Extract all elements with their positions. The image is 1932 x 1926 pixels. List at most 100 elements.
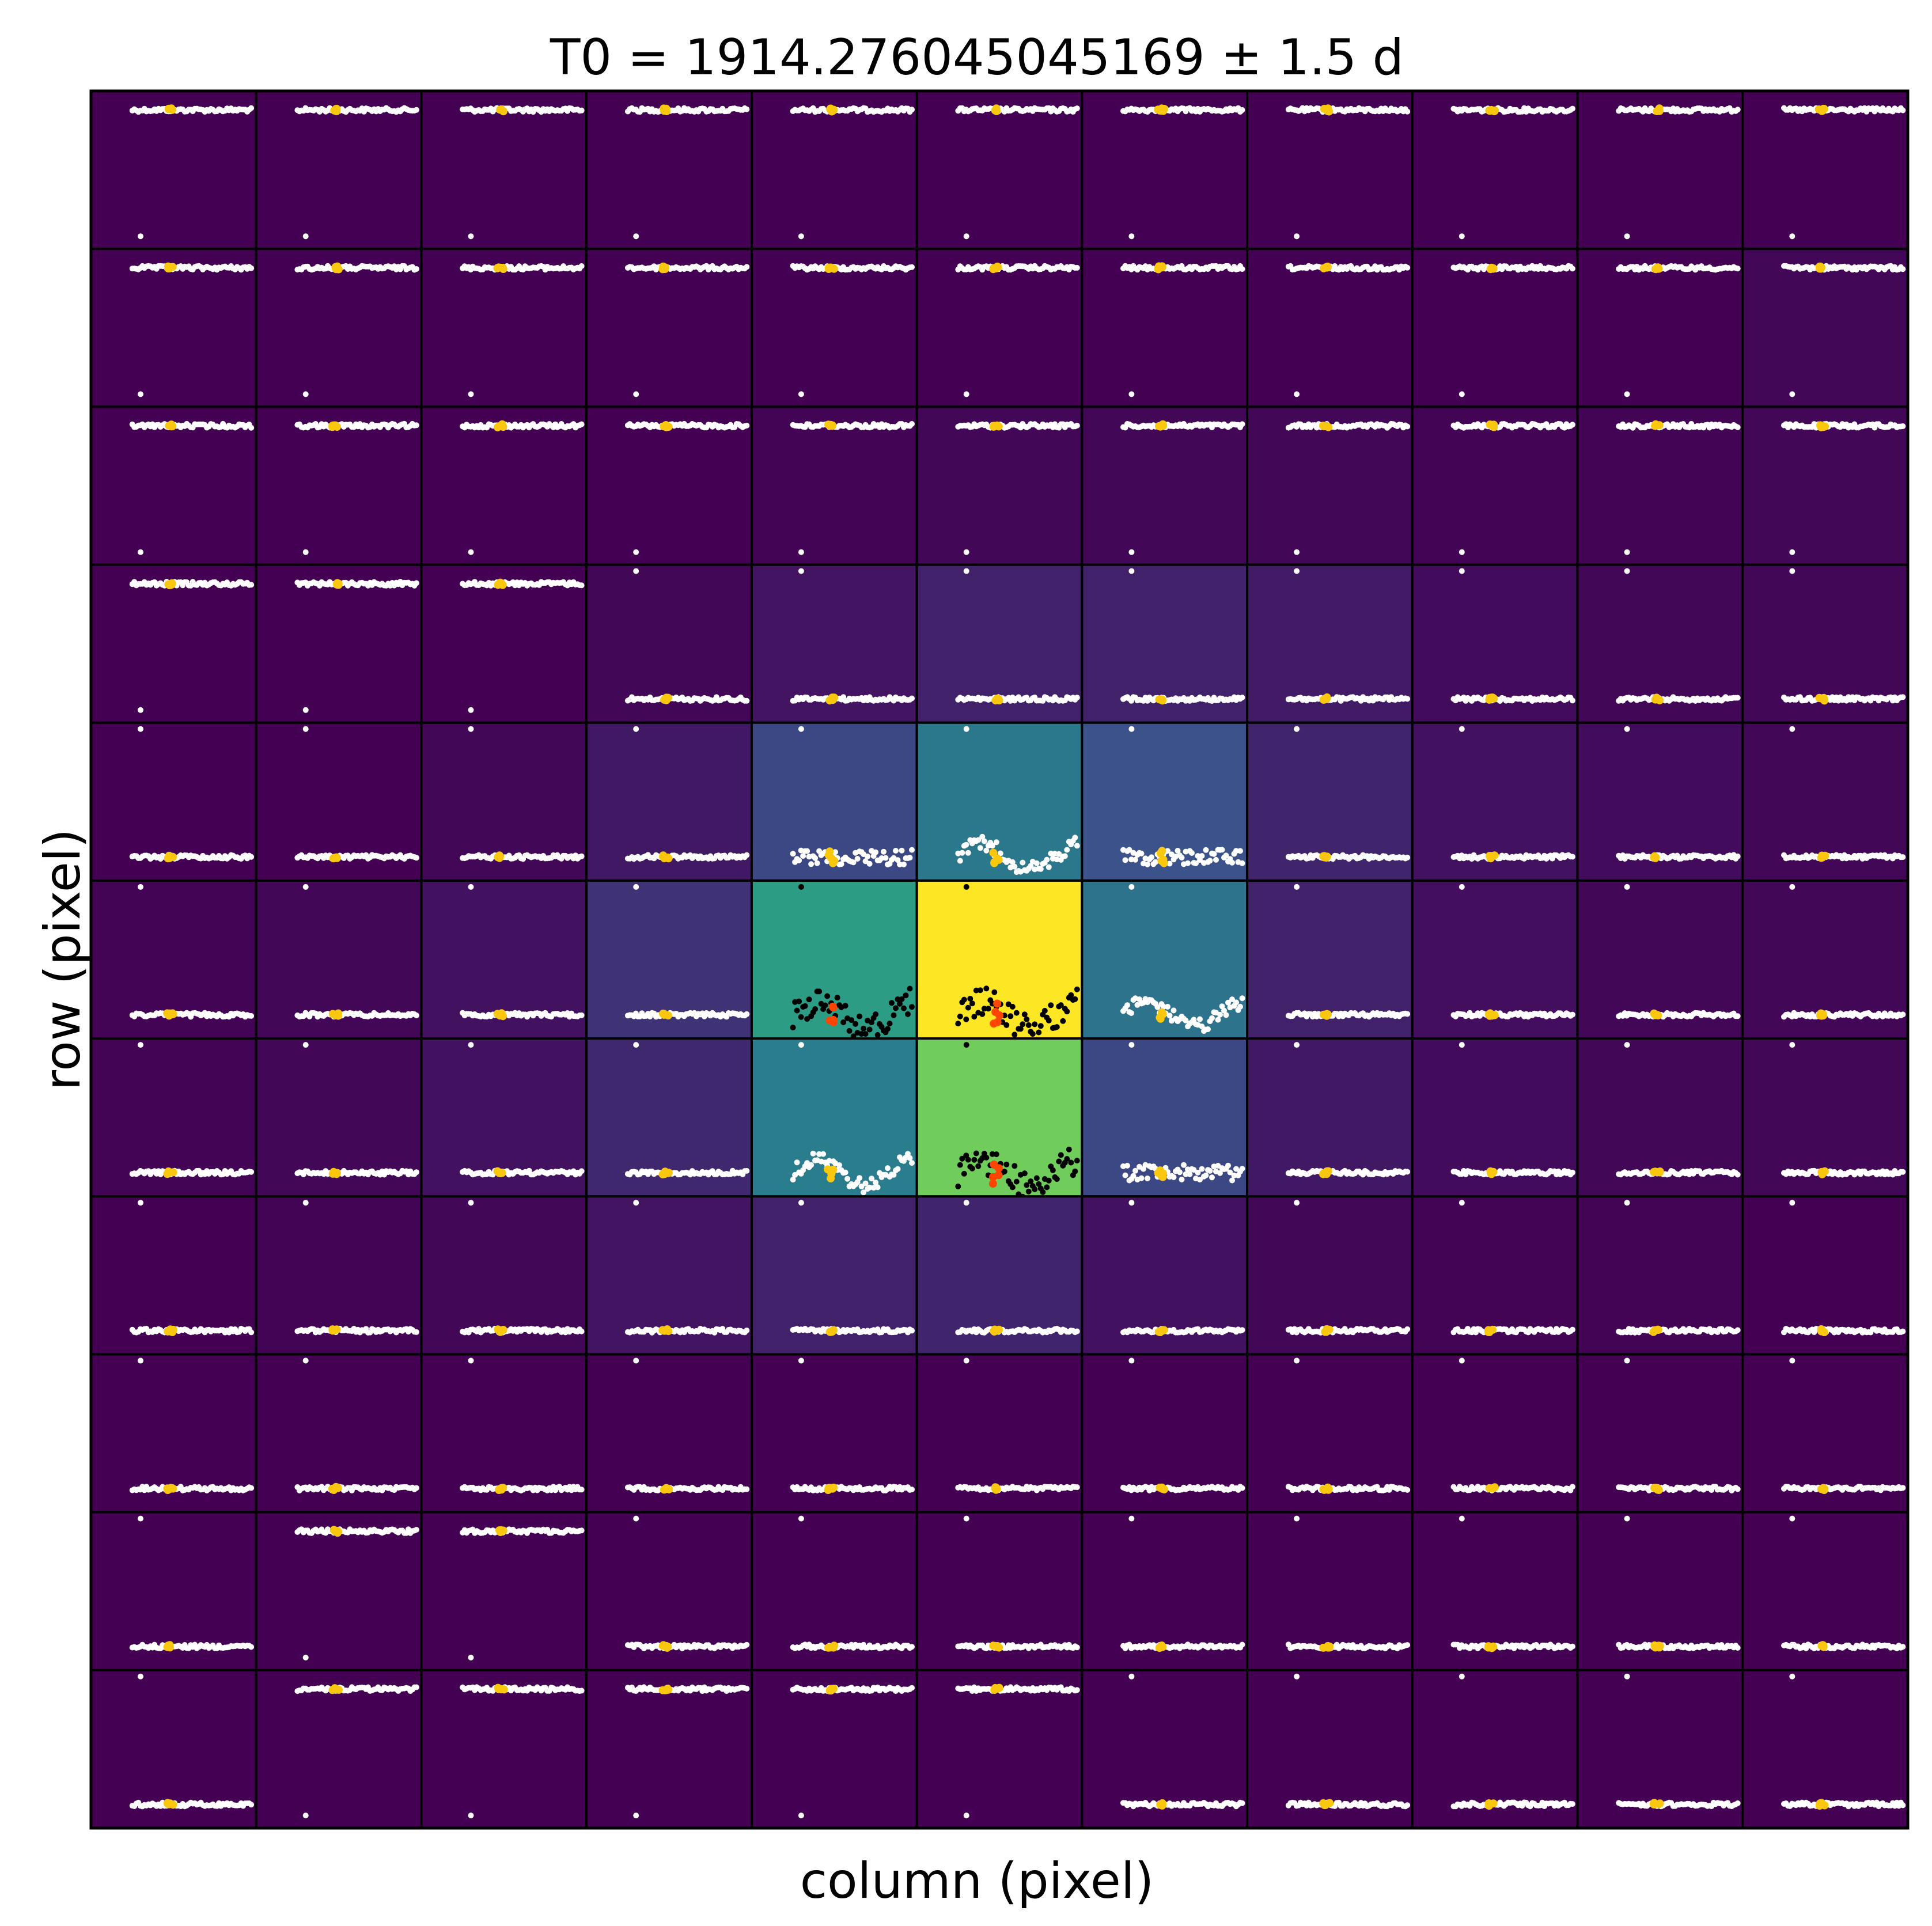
transit-point (1489, 264, 1498, 273)
flux-point (1041, 1007, 1048, 1014)
outlier-point (1624, 726, 1630, 732)
flux-point (802, 1003, 808, 1009)
outlier-point (1294, 549, 1300, 555)
outlier-point (302, 233, 309, 240)
flux-point (957, 1162, 963, 1168)
transit-point (1154, 264, 1162, 272)
flux-point (1074, 264, 1080, 271)
flux-point (975, 1163, 982, 1169)
flux-point (1225, 1162, 1231, 1169)
transit-point (1819, 1010, 1828, 1018)
flux-point (865, 854, 871, 859)
pixel-cell-r2-c7 (1246, 405, 1414, 566)
outlier-point (1294, 726, 1300, 732)
flux-point (1170, 1007, 1177, 1014)
transit-point (1486, 852, 1494, 860)
flux-point (955, 1021, 961, 1027)
outlier-point (798, 726, 804, 732)
outlier-point (1789, 549, 1795, 555)
outlier-point (138, 233, 143, 240)
outlier-point (633, 233, 639, 240)
flux-point (744, 1167, 750, 1174)
transit-point (993, 999, 1002, 1008)
light-curve-r1-c8 (1450, 263, 1575, 397)
flux-point (971, 1157, 978, 1163)
outlier-point (468, 233, 474, 240)
light-curve-r1-c4 (790, 263, 915, 397)
outlier-point (138, 726, 143, 732)
transit-point (494, 853, 502, 862)
outlier-point (1128, 884, 1135, 890)
flux-point (905, 1011, 911, 1017)
flux-point (798, 1014, 804, 1020)
transit-point (995, 1011, 1003, 1019)
transit-point (1650, 1009, 1658, 1018)
flux-point (842, 1169, 848, 1176)
pixel-cell-r0-c1 (255, 90, 423, 251)
flux-point (853, 1021, 859, 1027)
flux-point (857, 1175, 863, 1181)
light-curve-r0-c8 (1450, 105, 1575, 240)
flux-point (979, 1011, 986, 1017)
flux-point (866, 860, 873, 867)
flux-point (959, 850, 965, 856)
flux-point (1145, 861, 1150, 867)
flux-point (1734, 424, 1741, 430)
flux-point (907, 985, 913, 992)
transit-point (989, 848, 998, 857)
flux-point (874, 1184, 881, 1191)
flux-point (796, 857, 802, 863)
transit-point (1154, 105, 1162, 114)
flux-point (1048, 1002, 1054, 1009)
light-curve-r2-c1 (294, 420, 419, 555)
flux-point (882, 855, 889, 861)
flux-point (1239, 107, 1245, 113)
flux-point (804, 848, 810, 854)
outlier-point (633, 726, 639, 732)
flux-point (790, 851, 796, 857)
flux-point (854, 856, 861, 862)
transit-point (1818, 853, 1827, 862)
transit-point (499, 265, 507, 273)
flux-point (1149, 854, 1154, 860)
flux-point (1074, 1158, 1080, 1164)
flux-point (1569, 697, 1575, 704)
pixel-cell-r1-c6 (1081, 248, 1249, 408)
flux-point (413, 1169, 419, 1176)
transit-point (1486, 1009, 1494, 1018)
outlier-point (468, 884, 474, 890)
flux-point (963, 841, 969, 848)
flux-point (1138, 851, 1145, 856)
pixel-cell-r1-c9 (1576, 248, 1744, 408)
outlier-point (1624, 884, 1630, 890)
outlier-point (1294, 884, 1300, 890)
light-curve-r2-c5 (955, 421, 1080, 555)
pixel-cell-r0-c5 (915, 90, 1084, 251)
flux-point (844, 1176, 851, 1182)
flux-point (1064, 847, 1070, 853)
flux-point (1025, 1022, 1032, 1028)
transit-point (1320, 105, 1328, 113)
transit-point (824, 420, 832, 429)
flux-point (1239, 695, 1245, 700)
flux-point (790, 1025, 796, 1030)
outlier-point (963, 233, 969, 240)
flux-point (1074, 843, 1080, 849)
outlier-point (138, 549, 143, 555)
flux-point (1045, 864, 1052, 870)
outlier-point (963, 568, 969, 574)
flux-point (1072, 1168, 1078, 1174)
transit-point (829, 1015, 838, 1024)
transit-point (166, 263, 175, 271)
light-curve-r1-c0 (129, 262, 255, 397)
pixel-cell-r2-c8 (1411, 405, 1579, 566)
flux-point (744, 697, 750, 704)
flux-point (1128, 1010, 1134, 1016)
flux-point (983, 985, 990, 992)
flux-point (909, 107, 915, 113)
flux-point (1223, 1012, 1229, 1018)
pixel-cell-r2-c4 (750, 405, 918, 566)
flux-point (1025, 1188, 1032, 1195)
outlier-point (302, 884, 309, 890)
flux-point (1124, 1162, 1130, 1169)
